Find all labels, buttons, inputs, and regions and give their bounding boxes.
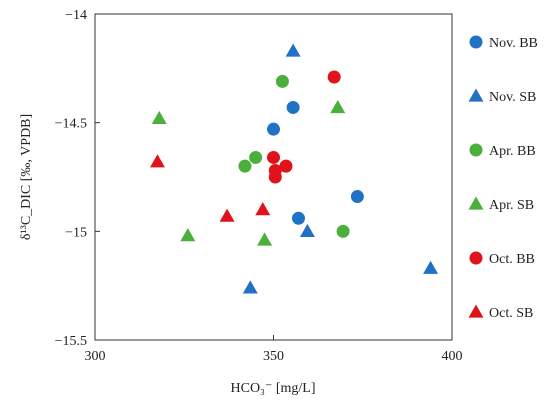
data-point	[257, 232, 273, 246]
data-point	[275, 74, 289, 88]
data-point	[267, 122, 280, 136]
x-tick-label: 300	[85, 349, 106, 364]
y-tick-label: −15.5	[55, 334, 87, 349]
legend-marker	[468, 304, 484, 318]
series-1	[242, 43, 439, 294]
legend-item: Nov. SB	[468, 88, 536, 105]
data-point	[267, 150, 280, 164]
data-point	[249, 150, 263, 164]
series-3	[151, 99, 346, 246]
data-point	[279, 159, 293, 173]
series-2	[238, 74, 350, 238]
data-point	[268, 170, 282, 184]
legend-item: Oct. BB	[469, 251, 535, 267]
series-0	[267, 100, 364, 225]
data-point	[242, 280, 258, 294]
data-point	[350, 190, 364, 204]
data-point	[255, 202, 271, 216]
data-point	[423, 260, 439, 274]
data-point	[149, 154, 165, 168]
data-point	[286, 100, 300, 114]
legend-label: Apr. SB	[489, 198, 534, 213]
legend-marker	[469, 143, 483, 157]
y-tick-label: −14.5	[55, 117, 87, 132]
legend-label: Nov. BB	[489, 36, 538, 51]
legend-marker	[468, 88, 484, 102]
legend-label: Apr. BB	[489, 144, 536, 159]
legend-item: Apr. SB	[468, 196, 534, 213]
data-point	[219, 208, 235, 222]
legend-item: Nov. BB	[469, 35, 538, 51]
ticks: 300 350 400 −15.5 −15 −14.5 −14	[55, 8, 463, 364]
data-point	[285, 43, 301, 57]
legend-marker	[468, 196, 484, 210]
data-point	[151, 110, 167, 124]
x-tick-label: 400	[442, 349, 463, 364]
series-4	[267, 70, 341, 184]
legend-item: Oct. SB	[468, 304, 533, 321]
legend-marker	[469, 251, 483, 265]
legend-label: Oct. BB	[489, 252, 535, 267]
data-point	[336, 224, 350, 238]
legend-label: Nov. SB	[489, 90, 536, 105]
series-5	[149, 154, 271, 222]
legend-item: Apr. BB	[469, 143, 536, 159]
legend-marker	[469, 35, 483, 49]
y-tick-label: −15	[65, 225, 87, 240]
data-point	[299, 223, 315, 237]
data-point	[330, 99, 346, 114]
data-point	[180, 228, 196, 242]
y-tick-label: −14	[65, 8, 87, 23]
data-point	[291, 211, 305, 225]
legend-label: Oct. SB	[489, 306, 533, 321]
x-tick-label: 350	[263, 349, 284, 364]
data-points	[149, 43, 439, 294]
x-axis-label: HCO₃⁻ [mg/L]	[231, 381, 316, 396]
data-point	[238, 159, 252, 173]
data-point	[327, 70, 341, 84]
legend: Nov. BB Nov. SB Apr. BB Apr. SB Oct. BB Oct. …	[468, 35, 538, 321]
y-axis-label: δ¹³C_DIC [‰, VPDB]	[19, 114, 34, 240]
